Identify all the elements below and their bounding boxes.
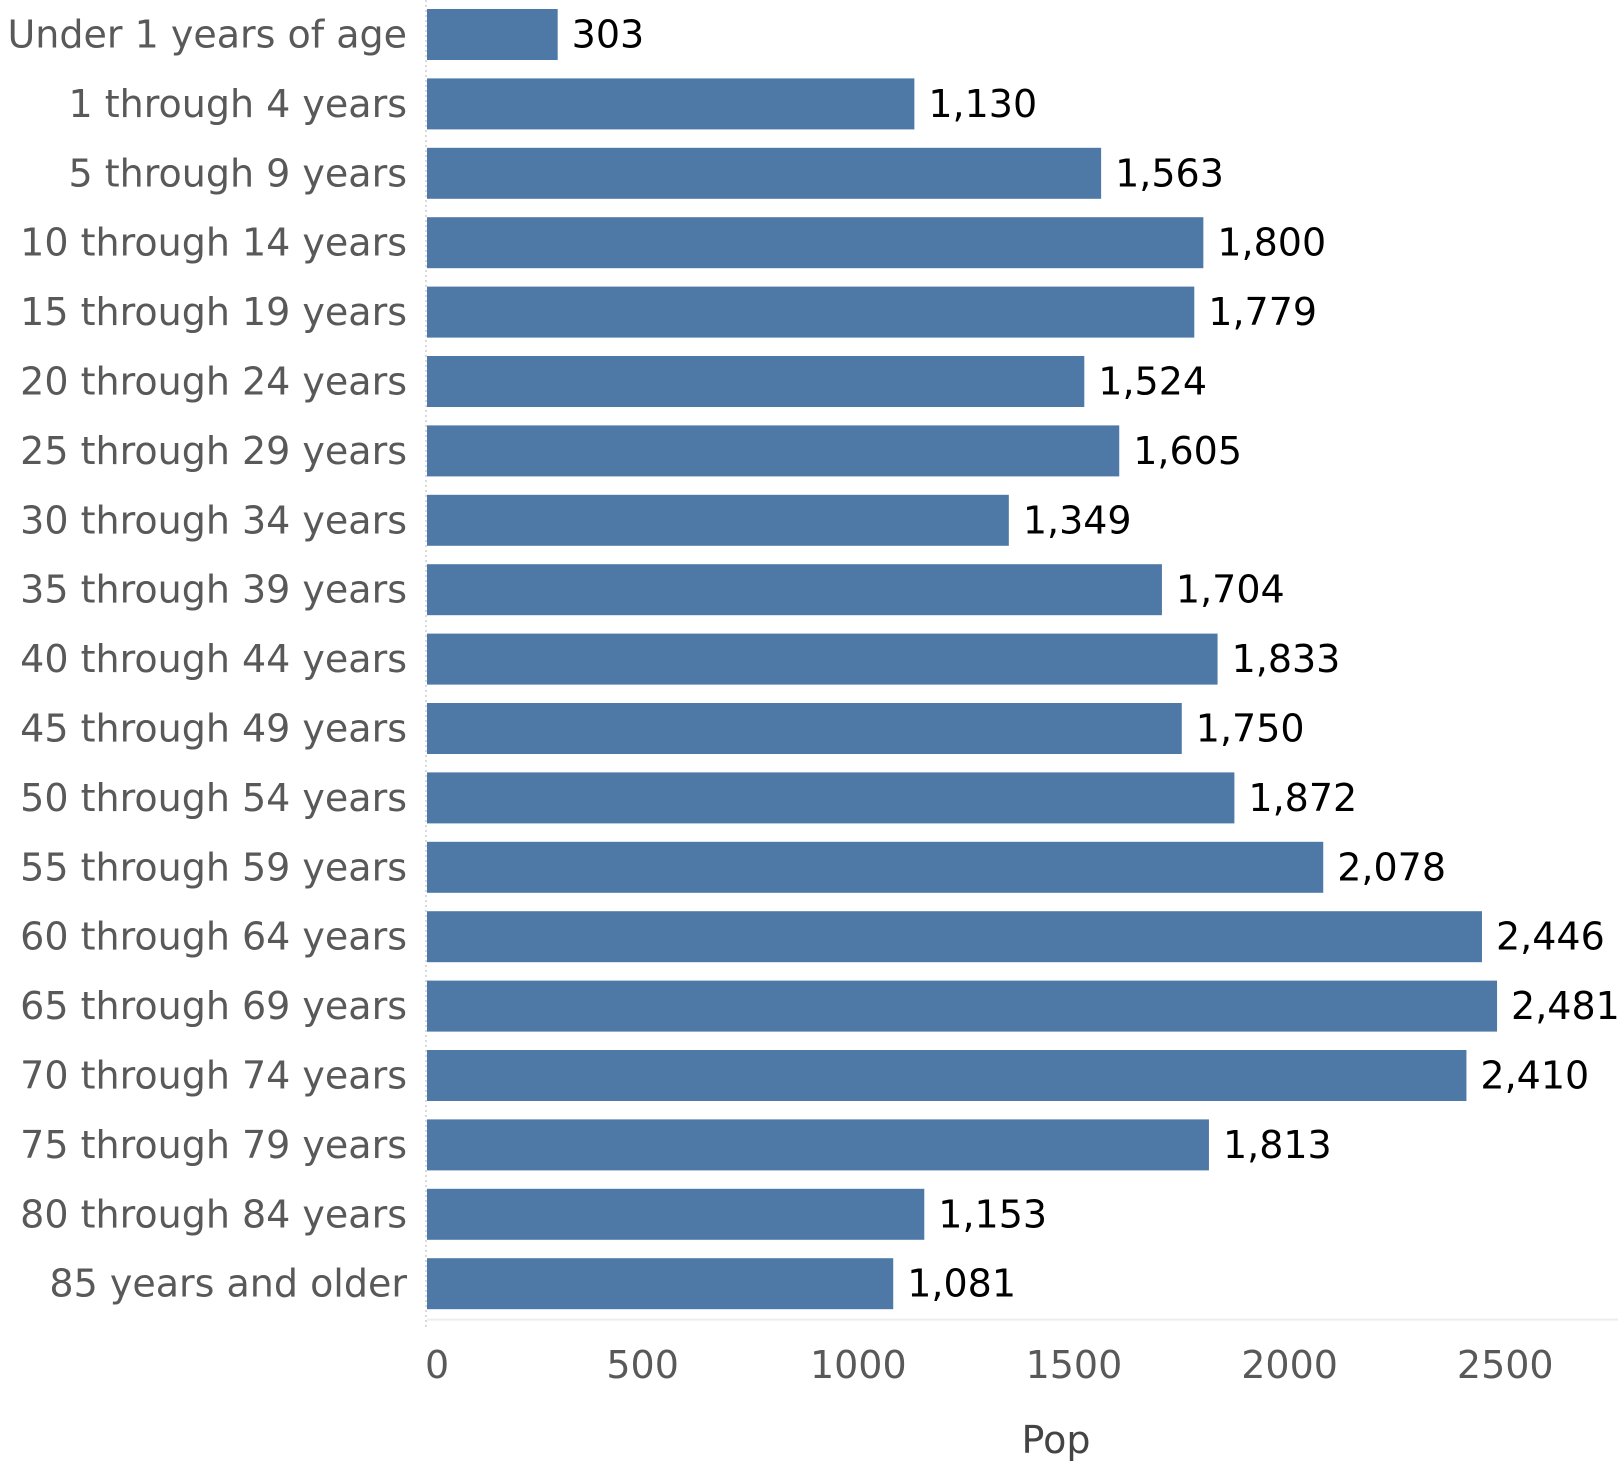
category-label: 35 through 39 years: [20, 568, 407, 612]
category-label: 45 through 49 years: [20, 707, 407, 751]
x-tick-label: 2500: [1457, 1343, 1554, 1387]
data-label: 2,446: [1496, 915, 1605, 959]
category-label: 15 through 19 years: [20, 290, 407, 334]
data-label: 1,349: [1023, 498, 1132, 542]
bar: [427, 841, 1324, 893]
bar: [427, 1050, 1467, 1101]
x-axis-title: Pop: [1022, 1418, 1091, 1462]
data-label: 1,081: [907, 1262, 1016, 1306]
bar: [427, 286, 1195, 338]
category-label: 50 through 54 years: [20, 776, 407, 820]
data-label: 1,605: [1133, 429, 1242, 473]
x-axis: 0 500 1000 1500 2000 2500: [425, 0, 1618, 1387]
bar: [427, 703, 1182, 754]
bar: [427, 564, 1162, 616]
data-label: 1,872: [1248, 776, 1357, 820]
category-label: Under 1 years of age: [7, 13, 407, 57]
bar: [427, 1119, 1209, 1171]
bar: [427, 1258, 894, 1310]
x-tick-label: 500: [606, 1343, 679, 1387]
data-label: 1,813: [1223, 1123, 1332, 1167]
data-label: 2,481: [1511, 984, 1618, 1028]
bar: [427, 356, 1085, 407]
category-label: 75 through 79 years: [20, 1123, 407, 1167]
bar: [427, 78, 915, 130]
x-tick-label: 1000: [810, 1343, 907, 1387]
bar: [427, 9, 558, 60]
category-label: 10 through 14 years: [20, 221, 407, 265]
data-label: 1,524: [1098, 360, 1207, 404]
category-label: 65 through 69 years: [20, 984, 407, 1028]
data-label: 1,800: [1217, 221, 1326, 265]
data-label: 303: [572, 13, 645, 57]
data-label: 1,130: [928, 82, 1037, 126]
bar: [427, 494, 1009, 546]
data-label: 2,078: [1337, 845, 1446, 889]
data-label: 1,833: [1232, 637, 1341, 681]
category-label: 20 through 24 years: [20, 360, 407, 404]
category-label: 85 years and older: [49, 1262, 407, 1306]
bars-group: [427, 9, 1498, 1310]
x-tick-label: 2000: [1241, 1343, 1338, 1387]
category-label: 60 through 64 years: [20, 915, 407, 959]
data-label: 2,410: [1480, 1054, 1589, 1098]
data-label: 1,153: [938, 1192, 1047, 1236]
data-label: 1,779: [1208, 290, 1317, 334]
data-label: 1,704: [1176, 568, 1285, 612]
category-label: 30 through 34 years: [20, 498, 407, 542]
bar: [427, 633, 1218, 685]
bar: [427, 772, 1235, 824]
bar: [427, 1188, 925, 1240]
bar: [427, 911, 1482, 963]
category-labels-group: Under 1 years of age 1 through 4 years 5 t…: [7, 13, 407, 1306]
bar: [427, 425, 1120, 477]
data-label: 1,563: [1115, 151, 1224, 195]
category-label: 55 through 59 years: [20, 845, 407, 889]
category-label: 25 through 29 years: [20, 429, 407, 473]
category-label: 5 through 9 years: [69, 151, 407, 195]
category-label: 70 through 74 years: [20, 1054, 407, 1098]
category-label: 80 through 84 years: [20, 1192, 407, 1236]
x-tick-label: 0: [425, 1343, 449, 1387]
x-tick-label: 1500: [1026, 1343, 1123, 1387]
category-label: 1 through 4 years: [69, 82, 407, 126]
category-label: 40 through 44 years: [20, 637, 407, 681]
data-label: 1,750: [1196, 707, 1305, 751]
bar: [427, 147, 1102, 199]
bar: [427, 980, 1498, 1032]
bar: [427, 217, 1204, 269]
